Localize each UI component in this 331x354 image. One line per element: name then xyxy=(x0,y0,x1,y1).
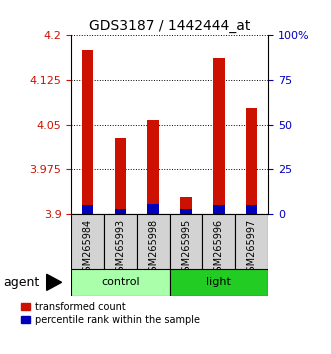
Bar xyxy=(213,205,225,214)
Bar xyxy=(104,214,137,269)
Text: light: light xyxy=(207,277,231,287)
Polygon shape xyxy=(47,274,62,290)
Title: GDS3187 / 1442444_at: GDS3187 / 1442444_at xyxy=(89,19,250,33)
Bar xyxy=(115,209,126,214)
Bar xyxy=(115,138,126,214)
Bar xyxy=(82,205,93,214)
Bar xyxy=(148,120,159,214)
Bar xyxy=(213,58,225,214)
Bar xyxy=(148,204,159,214)
Text: GSM265996: GSM265996 xyxy=(214,218,224,278)
Legend: transformed count, percentile rank within the sample: transformed count, percentile rank withi… xyxy=(22,302,200,325)
Bar xyxy=(169,269,268,296)
Bar xyxy=(180,198,192,214)
Bar xyxy=(169,214,203,269)
Bar xyxy=(82,50,93,214)
Bar xyxy=(137,214,169,269)
Text: control: control xyxy=(101,277,140,287)
Text: agent: agent xyxy=(3,276,40,289)
Text: GSM265984: GSM265984 xyxy=(82,218,93,278)
Bar xyxy=(246,108,258,214)
Text: GSM265997: GSM265997 xyxy=(247,218,257,278)
Bar xyxy=(203,214,235,269)
Bar xyxy=(71,214,104,269)
Text: GSM265995: GSM265995 xyxy=(181,218,191,278)
Bar xyxy=(235,214,268,269)
Bar xyxy=(180,209,192,214)
Bar xyxy=(71,269,169,296)
Bar xyxy=(246,205,258,214)
Text: GSM265993: GSM265993 xyxy=(116,218,125,278)
Text: GSM265998: GSM265998 xyxy=(148,218,158,278)
